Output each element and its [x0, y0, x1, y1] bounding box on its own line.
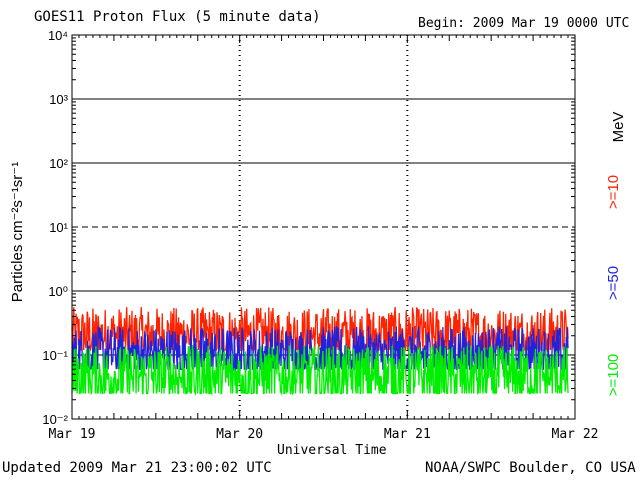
x-tick-label: Mar 21 — [384, 427, 431, 442]
y-tick-label: 10⁰ — [48, 284, 68, 299]
y-tick-label: 10¹ — [49, 220, 68, 235]
legend-item: >=10 — [605, 175, 622, 209]
legend-item: >=50 — [605, 266, 622, 300]
y-tick-label: 10⁴ — [48, 28, 68, 43]
source-label: NOAA/SWPC Boulder, CO USA — [425, 460, 636, 476]
data-series — [71, 306, 569, 397]
y-axis-label: Particles cm⁻²s⁻¹sr⁻¹ — [9, 162, 26, 302]
x-axis-label: Universal Time — [277, 443, 387, 458]
legend: >=10 >=50 >=100 — [605, 175, 622, 396]
chart-title: GOES11 Proton Flux (5 minute data) — [34, 9, 321, 25]
begin-label: Begin: 2009 Mar 19 0000 UTC — [418, 16, 630, 31]
x-tick-label: Mar 19 — [49, 427, 96, 442]
legend-item: >=100 — [605, 354, 622, 397]
y-tick-label: 10³ — [49, 92, 68, 107]
y-tick-label: 10⁻² — [42, 412, 68, 427]
x-tick-label: Mar 20 — [216, 427, 263, 442]
y-tick-label: 10⁻¹ — [42, 348, 68, 363]
series-line — [71, 345, 569, 397]
updated-label: Updated 2009 Mar 21 23:00:02 UTC — [2, 460, 272, 476]
unit-label: MeV — [610, 112, 627, 143]
y-tick-label: 10² — [49, 156, 68, 171]
x-tick-label: Mar 22 — [552, 427, 599, 442]
